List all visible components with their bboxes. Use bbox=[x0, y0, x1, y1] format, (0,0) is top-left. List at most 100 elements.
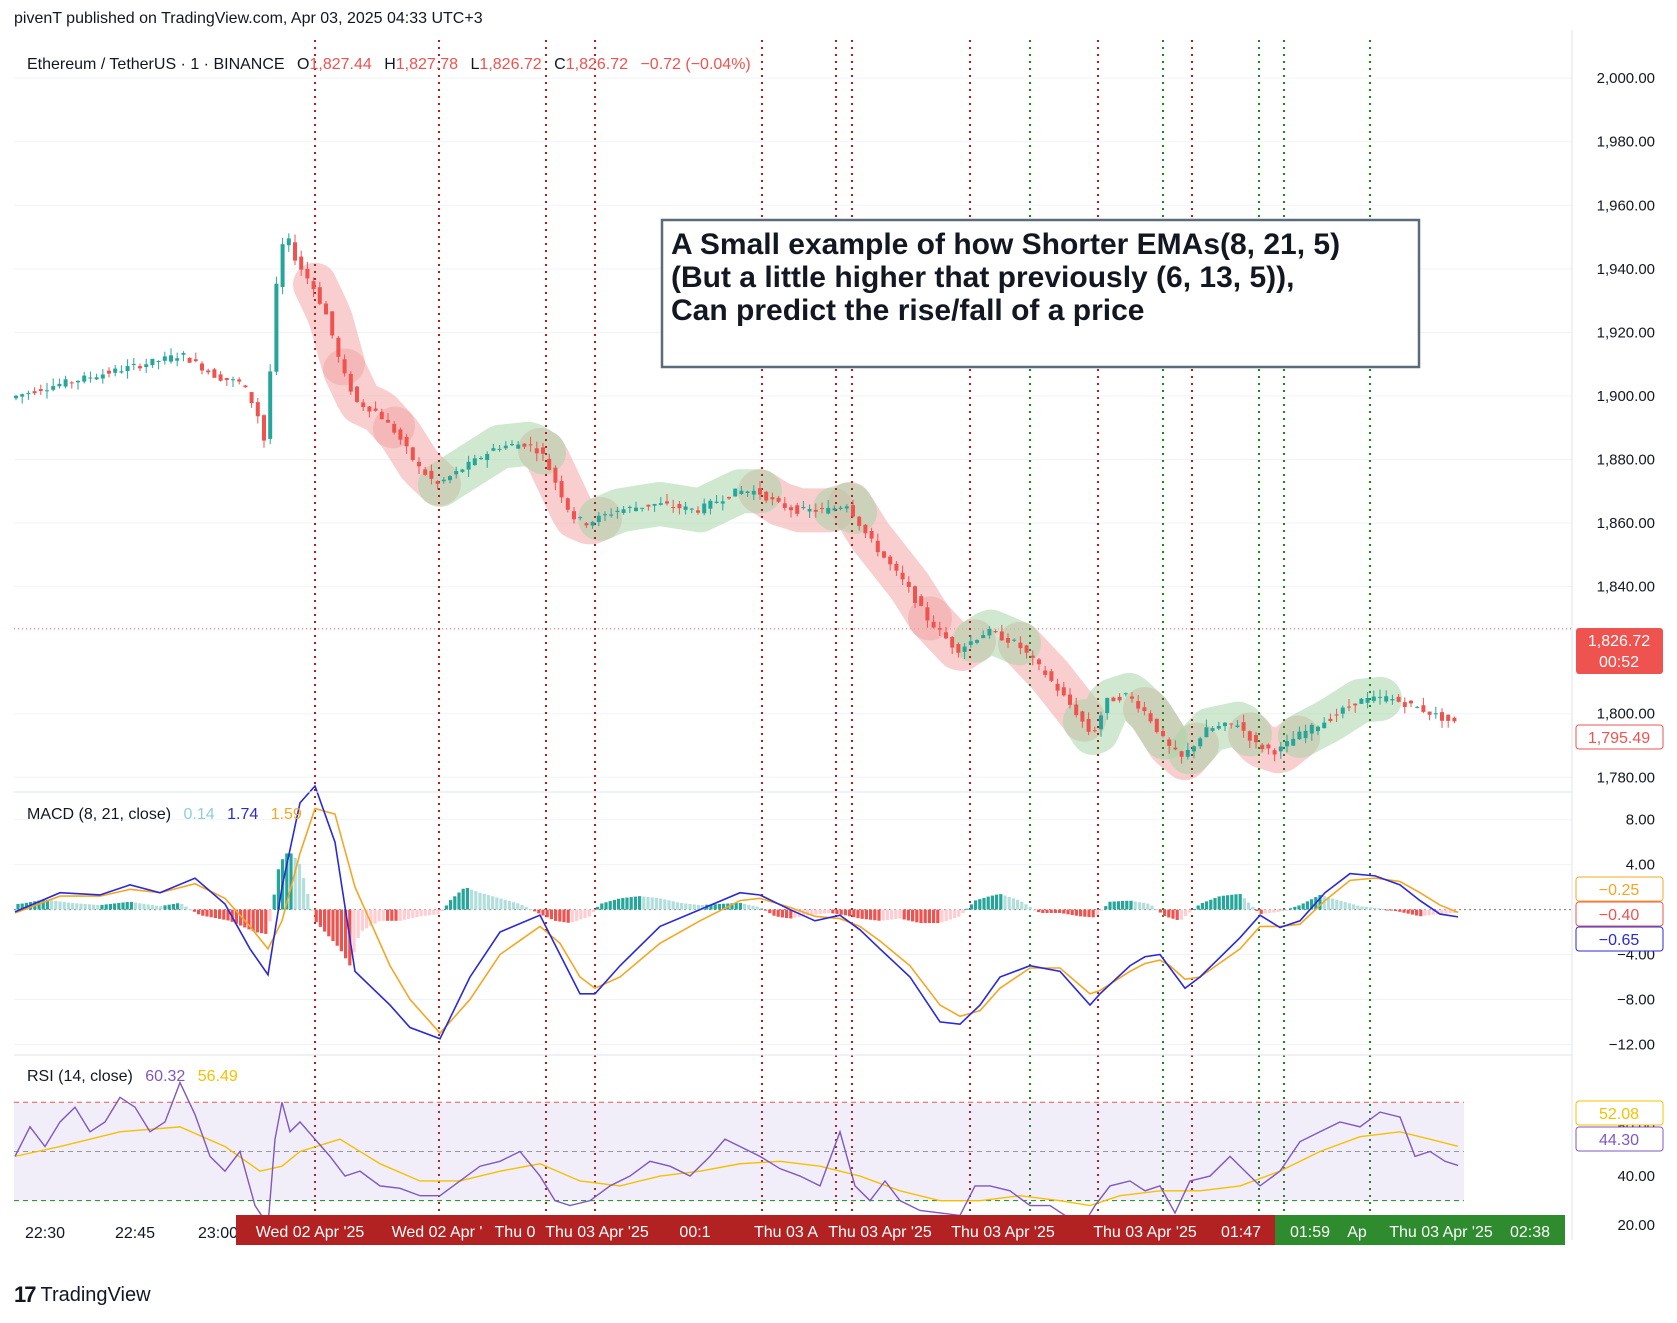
candle-body bbox=[627, 506, 632, 508]
macd-histogram-bar bbox=[1373, 907, 1377, 910]
macd-histogram-bar bbox=[1394, 909, 1398, 912]
candle-body bbox=[379, 411, 384, 420]
macd-histogram-bar bbox=[1196, 905, 1200, 910]
macd-histogram-bar bbox=[1158, 909, 1162, 913]
candle-body bbox=[268, 371, 273, 439]
macd-histogram-bar bbox=[499, 898, 503, 910]
macd-histogram-bar bbox=[1389, 909, 1393, 911]
time-label-red: Wed 02 Apr ' bbox=[392, 1224, 483, 1241]
macd-histogram-bar bbox=[932, 909, 936, 924]
macd-histogram-bar bbox=[285, 853, 289, 910]
time-label-red: Thu 03 Apr '25 bbox=[951, 1224, 1055, 1241]
macd-histogram-bar bbox=[638, 896, 642, 910]
macd-histogram-bar bbox=[1020, 901, 1024, 910]
candle-body bbox=[144, 364, 149, 367]
macd-histogram-bar bbox=[1322, 896, 1326, 910]
macd-histogram-bar bbox=[827, 909, 831, 914]
macd-histogram-bar bbox=[1121, 901, 1125, 910]
macd-histogram-bar bbox=[444, 905, 448, 910]
candle-body bbox=[1006, 637, 1010, 643]
macd-histogram-bar bbox=[461, 888, 465, 910]
candle-body bbox=[69, 382, 74, 384]
candle-body bbox=[1061, 687, 1066, 696]
macd-histogram-bar bbox=[201, 909, 205, 916]
macd-badge-c-text: −0.65 bbox=[1599, 932, 1640, 949]
rsi-line bbox=[14, 1080, 1459, 1232]
macd-histogram-bar bbox=[268, 909, 272, 922]
candle-body bbox=[404, 436, 409, 447]
macd-histogram-bar bbox=[512, 902, 516, 910]
macd-histogram-bar bbox=[881, 909, 885, 921]
candle-body bbox=[1018, 642, 1023, 649]
macd-tick-label: 8.00 bbox=[1626, 812, 1655, 829]
macd-histogram-bar bbox=[243, 909, 247, 928]
macd-histogram-bar bbox=[381, 909, 385, 921]
macd-histogram-bar bbox=[1125, 900, 1129, 910]
candle-body bbox=[609, 514, 614, 516]
tradingview-logo[interactable]: 17 TradingView bbox=[14, 1282, 151, 1308]
macd-histogram-bar bbox=[646, 897, 650, 910]
macd-histogram-bar bbox=[1142, 902, 1146, 910]
candle-body bbox=[1384, 696, 1389, 702]
annotation-box[interactable] bbox=[660, 218, 1421, 369]
candle-body bbox=[274, 283, 279, 372]
candle-body bbox=[919, 596, 924, 606]
candle-body bbox=[702, 503, 707, 514]
macd-histogram-bar bbox=[1188, 909, 1192, 913]
macd-histogram-bar bbox=[297, 863, 301, 910]
candle-body bbox=[1452, 717, 1457, 722]
candle-body bbox=[689, 508, 694, 510]
candle-body bbox=[565, 498, 570, 510]
macd-histogram-bar bbox=[302, 878, 306, 910]
rsi-badge-text: 44.30 bbox=[1599, 1132, 1639, 1149]
macd-histogram-bar bbox=[1226, 895, 1230, 910]
macd-scale: 8.004.00−4.00−8.00−12.00 bbox=[1609, 812, 1655, 1054]
candle-body bbox=[262, 415, 266, 441]
candle-body bbox=[1272, 750, 1277, 755]
macd-histogram-bar bbox=[1221, 895, 1225, 910]
candle-body bbox=[410, 447, 415, 460]
tradingview-logo-icon: 17 bbox=[14, 1282, 37, 1307]
macd-histogram-bar bbox=[965, 908, 969, 910]
macd-histogram-bar bbox=[554, 909, 558, 921]
candle-body bbox=[1037, 659, 1041, 665]
macd-histogram-bar bbox=[696, 904, 700, 910]
macd-histogram-bar bbox=[1041, 909, 1045, 913]
macd-histogram-bar bbox=[558, 909, 562, 922]
macd-legend-name: MACD (8, 21, close) bbox=[27, 806, 171, 823]
macd-histogram-bar bbox=[318, 909, 322, 927]
macd-histogram-bar bbox=[16, 903, 20, 910]
macd-histogram-bar bbox=[915, 909, 919, 923]
macd-histogram-bar bbox=[688, 903, 692, 910]
rsi-legend: RSI (14, close) 60.32 56.49 bbox=[27, 1068, 238, 1085]
candle-body bbox=[1105, 697, 1110, 714]
macd-histogram-bar bbox=[978, 899, 982, 910]
macd-histogram-bar bbox=[738, 902, 742, 910]
macd-histogram-bar bbox=[533, 909, 537, 912]
macd-histogram-bar bbox=[1234, 894, 1238, 910]
macd-histogram-bar bbox=[1100, 909, 1104, 911]
macd-histogram-bar bbox=[440, 909, 444, 912]
candle-body bbox=[981, 635, 986, 639]
candle-body bbox=[801, 506, 806, 509]
macd-histogram-bar bbox=[474, 891, 478, 910]
macd-histogram-bar bbox=[1326, 897, 1330, 910]
macd-histogram-bar bbox=[1293, 906, 1297, 910]
macd-histogram-bar bbox=[360, 909, 364, 931]
macd-histogram-bar bbox=[906, 909, 910, 921]
candle-body bbox=[646, 504, 651, 507]
macd-tick-label: 4.00 bbox=[1626, 857, 1655, 874]
macd-histogram-bar bbox=[919, 909, 923, 924]
candle-body bbox=[1446, 714, 1451, 721]
macd-histogram-bar bbox=[1272, 909, 1276, 913]
macd-histogram-bar bbox=[234, 909, 238, 924]
candle-body bbox=[448, 476, 452, 481]
candle-body bbox=[1117, 696, 1122, 701]
time-axis-red-band bbox=[236, 1215, 1275, 1245]
candle-body bbox=[355, 386, 359, 402]
candle-body bbox=[584, 523, 589, 526]
rsi-ma-line bbox=[14, 1126, 1459, 1207]
candle-body bbox=[813, 509, 818, 512]
time-label-green: Thu 03 Apr '25 bbox=[1389, 1224, 1493, 1241]
